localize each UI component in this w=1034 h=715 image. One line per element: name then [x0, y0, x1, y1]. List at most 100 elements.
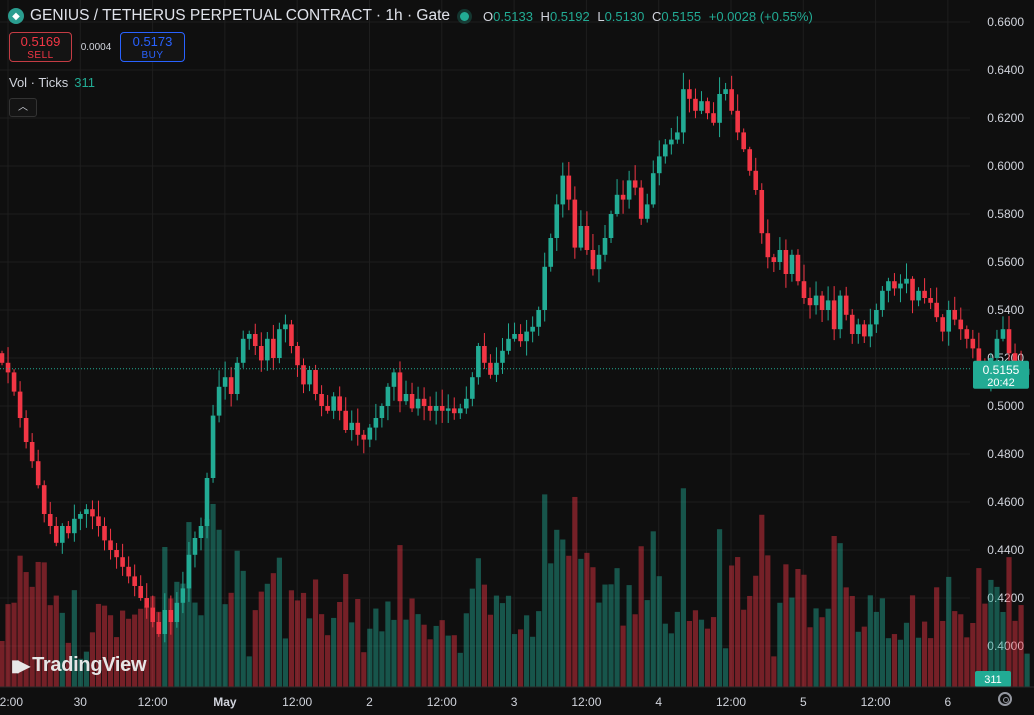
candle-body	[958, 319, 964, 330]
candle-body	[114, 550, 119, 558]
volume-bar	[644, 600, 650, 687]
collapse-legend-button[interactable]: ︿	[9, 98, 37, 117]
candle-body	[976, 348, 982, 368]
volume-bar	[849, 595, 855, 687]
candle-body	[90, 509, 95, 517]
volume-bar	[89, 632, 96, 687]
candle-body	[632, 180, 638, 188]
volume-bar	[650, 531, 656, 687]
volume-bar	[789, 597, 795, 687]
volume-bar	[765, 555, 771, 687]
volume-bar	[204, 518, 210, 687]
volume-bar	[312, 579, 319, 687]
volume-bar	[252, 610, 258, 687]
volume-bar	[934, 587, 940, 687]
volume-bar	[807, 627, 813, 687]
candle-body	[409, 394, 415, 409]
price-tick-label: 0.5600	[987, 255, 1024, 269]
volume-bar	[180, 583, 186, 687]
volume-bar	[632, 614, 638, 687]
volume-bar	[270, 573, 276, 687]
candle-body	[723, 89, 728, 94]
candle-body	[277, 329, 282, 358]
volume-bar	[897, 639, 904, 687]
price-tick-label: 0.4400	[987, 543, 1024, 557]
candle-body	[626, 180, 632, 200]
volume-bar	[542, 494, 548, 687]
candle-body	[150, 607, 156, 622]
candle-body	[433, 406, 439, 411]
sell-button[interactable]: 0.5169 SELL	[9, 32, 72, 62]
volume-bar	[560, 539, 566, 687]
volume-bar	[843, 587, 849, 687]
candle-body	[186, 554, 192, 589]
tradingview-logo[interactable]: ▮▶ TradingView	[11, 654, 147, 676]
price-tick-label: 0.4600	[987, 495, 1024, 509]
volume-bar	[451, 635, 457, 687]
volume-bar	[921, 621, 928, 687]
volume-bar	[813, 608, 819, 687]
volume-legend-label: Vol · Ticks	[9, 75, 69, 90]
volume-bar	[463, 613, 469, 687]
candle-body	[566, 175, 572, 200]
volume-bar	[584, 552, 590, 687]
settings-gear-icon[interactable]	[998, 692, 1012, 706]
candle-body	[23, 418, 29, 442]
candle-body	[849, 314, 855, 334]
volume-bar	[445, 635, 451, 687]
volume-bar	[638, 546, 644, 687]
candle-body	[572, 199, 578, 248]
current-price-badge	[973, 360, 1029, 389]
candle-body	[548, 238, 554, 267]
candle-body	[47, 514, 53, 526]
candle-body	[861, 324, 867, 337]
volume-bar	[5, 604, 11, 687]
volume-legend[interactable]: Vol · Ticks 311	[9, 75, 95, 90]
sell-price: 0.5169	[20, 34, 61, 49]
candle-body	[699, 101, 704, 111]
candle-body	[78, 514, 83, 519]
candle-body	[216, 386, 222, 416]
time-tick-label: 30	[74, 695, 88, 709]
volume-bar	[692, 610, 699, 687]
volume-bar	[47, 605, 53, 687]
volume-bar	[29, 586, 35, 687]
candle-body	[494, 362, 499, 375]
candle-body	[765, 233, 771, 258]
trade-panel: 0.5169 SELL 0.0004 0.5173 BUY	[9, 32, 185, 62]
volume-bar	[246, 656, 252, 687]
price-change: +0.0028 (+0.55%)	[708, 8, 813, 24]
volume-bar	[831, 536, 837, 687]
volume-bar	[704, 628, 711, 687]
symbol-title[interactable]: GENIUS / TETHERUS PERPETUAL CONTRACT · 1…	[30, 7, 451, 24]
buy-button[interactable]: 0.5173 BUY	[120, 32, 185, 62]
price-tick-label: 0.4800	[987, 447, 1024, 461]
price-tick-label: 0.5400	[987, 303, 1024, 317]
candle-body	[506, 338, 511, 351]
candle-body	[843, 295, 849, 315]
volume-bar	[294, 600, 301, 687]
candle-body	[554, 204, 560, 238]
candle-body	[84, 509, 89, 514]
volume-axis-label: 311	[984, 674, 1002, 686]
volume-bar	[656, 576, 662, 687]
candle-body	[614, 194, 620, 214]
candle-body	[964, 329, 970, 339]
volume-bar	[258, 591, 264, 687]
candle-body	[349, 422, 355, 430]
volume-bar	[753, 575, 759, 687]
candle-body	[464, 398, 469, 409]
volume-bar	[349, 622, 355, 687]
volume-bar	[710, 617, 717, 687]
candle-body	[222, 377, 228, 387]
volume-bar	[499, 603, 506, 687]
candle-body	[421, 398, 427, 406]
candle-body	[590, 250, 596, 270]
time-tick-label: 12:00	[861, 695, 891, 709]
candle-body	[855, 324, 861, 334]
volume-bar	[427, 639, 433, 687]
time-tick-label: 6	[945, 695, 952, 709]
volume-bar	[355, 598, 361, 687]
volume-bar	[735, 557, 741, 687]
